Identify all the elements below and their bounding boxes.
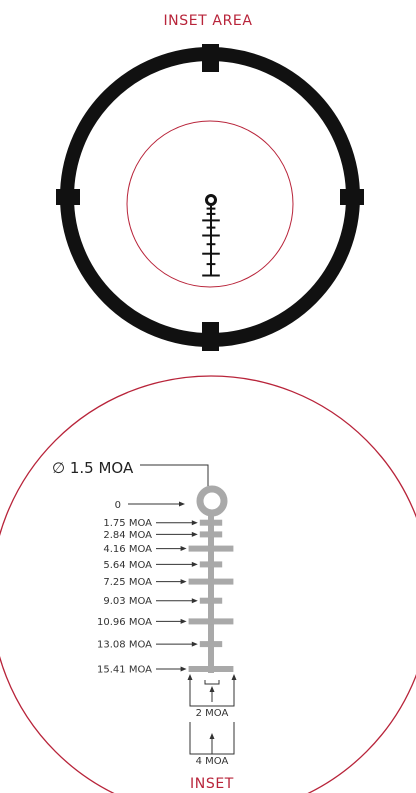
drop-label-2: 2.84 MOA (103, 530, 152, 541)
inset-circle (0, 375, 416, 793)
left-post (56, 189, 80, 205)
outer-brace-right-arrow (231, 674, 237, 680)
drop-mark-9 (188, 666, 234, 672)
two-moa-label: 2 MOA (196, 708, 229, 719)
drop-arrowhead-5 (180, 579, 187, 585)
small-reticle-ladder (202, 194, 220, 277)
vertical-stadia (208, 514, 214, 673)
drop-mark-2 (199, 531, 223, 538)
small-aiming-dot (205, 194, 217, 206)
drop-mark-7 (188, 618, 234, 625)
drop-arrowhead-1 (191, 520, 198, 526)
small-mark-5 (202, 234, 220, 237)
outer-brace (189, 676, 235, 707)
drop-mark-4 (199, 561, 223, 568)
drop-arrowhead-7 (180, 618, 187, 624)
top-post (202, 44, 219, 72)
reticle-overview (56, 44, 364, 351)
inner-brace-top (204, 680, 220, 685)
inset-label: INSET (190, 776, 234, 792)
small-mark-6 (206, 243, 216, 246)
small-mark-1 (206, 207, 216, 210)
lower-brace-arrowhead (209, 733, 215, 739)
small-mark-4 (206, 226, 216, 229)
four-moa-label: 4 MOA (196, 756, 229, 767)
drop-label-9: 15.41 MOA (97, 665, 152, 676)
drop-arrowhead-3 (180, 546, 187, 552)
small-mark-3 (202, 219, 220, 222)
outer-brace-left-arrow (187, 674, 193, 680)
small-mark-9 (202, 274, 220, 277)
drop-arrowhead-8 (191, 641, 198, 647)
drop-mark-8 (199, 641, 223, 648)
aiming-dot (196, 485, 228, 517)
drop-label-6: 9.03 MOA (103, 596, 152, 607)
drop-arrowhead-2 (191, 531, 198, 537)
center-label: 0 (115, 500, 121, 511)
drop-mark-3 (188, 545, 234, 552)
inner-brace-arrowhead (209, 686, 215, 692)
drop-mark-5 (188, 578, 234, 585)
bottom-post (202, 322, 219, 351)
drop-label-1: 1.75 MOA (103, 518, 152, 529)
small-mark-2 (206, 212, 216, 215)
drop-arrowhead-4 (191, 561, 198, 567)
small-mark-7 (202, 252, 220, 255)
drop-label-7: 10.96 MOA (97, 617, 152, 628)
subtension-braces: 2 MOA 4 MOA (187, 674, 237, 767)
inset-area-label: INSET AREA (163, 13, 252, 29)
right-post (340, 189, 364, 205)
drop-label-4: 5.64 MOA (103, 560, 152, 571)
drop-label-3: 4.16 MOA (103, 544, 152, 555)
center-arrow-head (179, 501, 185, 507)
drop-label-8: 13.08 MOA (97, 640, 152, 651)
small-mark-8 (206, 263, 216, 266)
drop-arrowhead-9 (180, 666, 187, 672)
drop-label-5: 7.25 MOA (103, 577, 152, 588)
small-stadia (210, 206, 212, 276)
drop-mark-6 (199, 597, 223, 604)
drop-arrowhead-6 (191, 598, 198, 604)
dot-size-leader (140, 464, 209, 487)
inset-area-circle (126, 120, 294, 288)
dot-size-label: ∅ 1.5 MOA (52, 459, 134, 477)
drop-mark-1 (199, 519, 223, 526)
